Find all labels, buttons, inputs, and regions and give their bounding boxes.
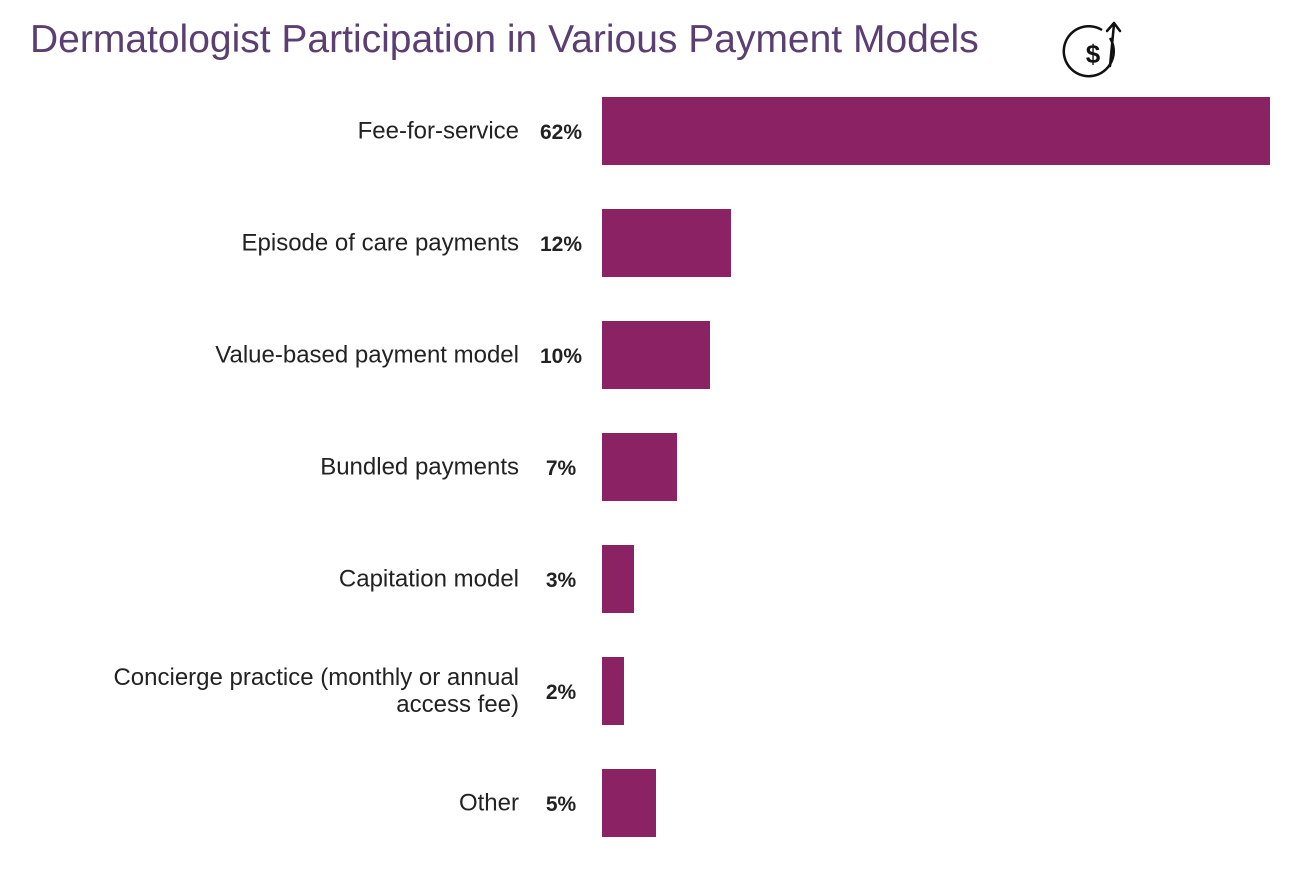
bar: [602, 321, 710, 389]
category-label: Value-based payment model: [215, 341, 519, 369]
category-label: Other: [458, 789, 519, 817]
value-label: 2%: [545, 681, 577, 704]
value-label: 7%: [545, 457, 577, 480]
category-label: Fee-for-service: [357, 117, 519, 145]
value-label: 3%: [545, 569, 577, 592]
bar: [602, 209, 732, 277]
value-label: 12%: [539, 233, 583, 256]
bar: [602, 657, 624, 725]
value-label: 10%: [539, 345, 583, 368]
bar: [602, 769, 656, 837]
value-label: 5%: [545, 793, 577, 816]
category-label: Episode of care payments: [241, 229, 520, 257]
bar: [602, 433, 678, 501]
chart-title: Dermatologist Participation in Various P…: [30, 18, 979, 61]
category-label: Capitation model: [338, 565, 519, 593]
value-label: 62%: [539, 121, 583, 144]
dollar-icon: $: [1062, 21, 1122, 78]
svg-text:$: $: [1086, 39, 1101, 69]
category-label: Bundled payments: [320, 453, 519, 481]
bar: [602, 97, 1270, 165]
category-label: Concierge practice (monthly or annual ac…: [113, 664, 519, 718]
bar: [602, 545, 635, 613]
